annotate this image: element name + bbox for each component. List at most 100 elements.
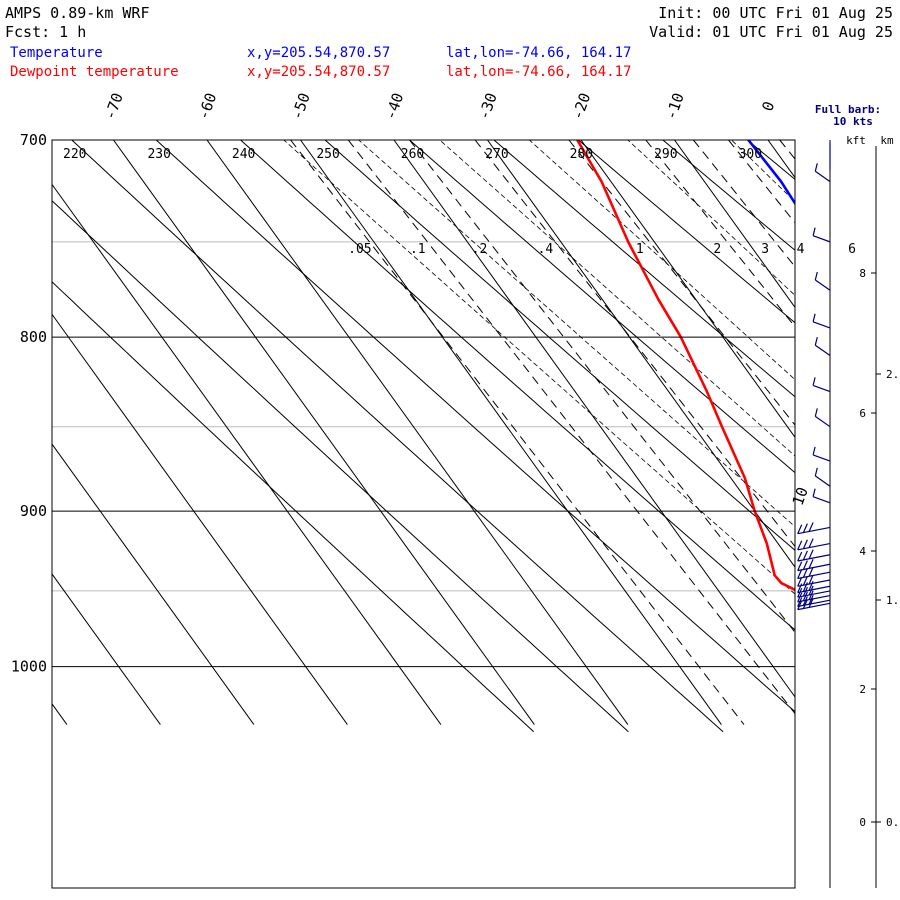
- dry-adiabat: [493, 140, 795, 398]
- wind-barb: [797, 581, 831, 594]
- mixing-ratio-line: [779, 140, 795, 160]
- mixing-ratio-line: [347, 140, 795, 715]
- moist-adiabat: [627, 140, 795, 296]
- height-axis-ticks: [871, 272, 881, 823]
- isotherm-label: 0: [758, 99, 778, 114]
- dry-adiabat: [890, 119, 900, 732]
- theta-label: 220: [63, 147, 86, 162]
- mixing-ratio-line: [728, 140, 795, 224]
- theta-label: 240: [232, 147, 255, 162]
- mixing-ratio-line: [474, 140, 795, 548]
- wind-barb: [812, 227, 831, 243]
- moist-adiabat: [813, 119, 900, 732]
- isotherm: [862, 140, 900, 725]
- theta-label: 260: [401, 147, 424, 162]
- kft-label: kft: [846, 134, 866, 147]
- dry-adiabat: [239, 140, 795, 631]
- km-label: km: [880, 134, 894, 147]
- isotherm-label: -60: [194, 90, 220, 122]
- legend-temperature: Temperature: [10, 45, 103, 61]
- model-title: AMPS 0.89-km WRF: [5, 4, 150, 22]
- isotherm: [674, 140, 795, 309]
- moist-adiabat: [283, 140, 795, 595]
- isotherm: [113, 140, 535, 725]
- dry-adiabat: [662, 140, 795, 251]
- valid-time: Valid: 01 UTC Fri 01 Aug 25: [649, 23, 893, 41]
- thermo-lines: [52, 119, 900, 733]
- isotherm: [52, 703, 68, 725]
- isotherm: [52, 183, 442, 725]
- plot-frame: [51, 139, 796, 889]
- isotherm: [580, 140, 795, 439]
- theta-label: 290: [654, 147, 677, 162]
- mixing-ratio-line: [409, 140, 795, 634]
- dewpoint-profile: [576, 140, 795, 592]
- isotherm: [393, 140, 795, 698]
- mixing-ratio-label: 2: [713, 242, 721, 257]
- wind-barb: [812, 446, 831, 462]
- gray-pressure-gridlines: [52, 241, 795, 592]
- isotherm: [767, 140, 795, 179]
- wind-barb: [814, 163, 831, 183]
- kft-tick-label: 4: [859, 545, 866, 558]
- mixing-ratio-line: [568, 140, 795, 426]
- isotherm: [300, 140, 722, 725]
- wind-barb: [814, 337, 831, 357]
- legend-dewpoint-latlon: lat,lon=-74.66, 164.17: [446, 64, 631, 80]
- barb-legend-line2: 10 kts: [833, 115, 873, 128]
- isotherm-label: -40: [381, 90, 407, 122]
- kft-tick-label: 6: [859, 407, 866, 420]
- mixing-ratio-label: .05: [348, 242, 371, 257]
- wind-barb: [797, 590, 831, 603]
- wind-barbs: [797, 142, 831, 611]
- dry-adiabat: [52, 200, 629, 733]
- pressure-label: 800: [20, 328, 47, 346]
- wind-barb: [812, 488, 831, 504]
- mixing-ratio-line: [645, 140, 795, 328]
- kft-tick-label: 0: [859, 816, 866, 829]
- wind-barb: [814, 271, 831, 291]
- isotherm: [52, 313, 348, 725]
- dry-adiabat: [71, 140, 724, 733]
- isotherm-label: -10: [662, 90, 688, 122]
- isotherm-label: -20: [568, 90, 594, 122]
- theta-label: 280: [570, 147, 593, 162]
- legend-temperature-latlon: lat,lon=-74.66, 164.17: [446, 45, 631, 61]
- theta-label: 250: [316, 147, 339, 162]
- pressure-gridlines: [52, 139, 795, 668]
- wind-barb: [814, 467, 831, 487]
- wind-barb: [814, 408, 831, 428]
- wind-barb: [797, 574, 831, 587]
- wind-barb: [797, 598, 831, 611]
- dry-adiabat: [577, 140, 795, 324]
- wind-barb: [797, 549, 831, 562]
- dry-adiabat: [52, 281, 535, 733]
- dry-adiabat: [746, 140, 795, 181]
- kft-tick-label: 8: [859, 267, 866, 280]
- isotherm-label: -50: [288, 90, 314, 122]
- isotherm: [206, 140, 629, 725]
- km-tick-label: 0.: [886, 816, 899, 829]
- isotherm-label: -70: [101, 90, 127, 122]
- axis-labels: 700 800 900 1000 -70 -60 -50 -40 -30 -20 -10 0 10 220…: [11, 90, 856, 675]
- isotherm: [52, 573, 161, 725]
- kft-tick-label: 2: [859, 683, 866, 696]
- km-tick-label: 2.: [886, 368, 899, 381]
- pressure-label: 1000: [11, 658, 47, 676]
- legend-dewpoint: Dewpoint temperature: [10, 64, 179, 80]
- mixing-ratio-label: 1: [636, 242, 644, 257]
- wind-barb: [812, 377, 831, 393]
- pressure-label: 700: [20, 131, 47, 149]
- moist-adiabat: [358, 140, 795, 528]
- mixing-ratio-label: 4: [797, 242, 805, 257]
- dry-adiabat: [324, 140, 795, 551]
- wind-barb: [797, 585, 831, 598]
- isotherm: [52, 443, 255, 725]
- wind-barb: [797, 559, 831, 572]
- isotherm-label: -30: [475, 90, 501, 122]
- forecast-hour: Fcst: 1 h: [5, 23, 86, 41]
- dry-adiabat: [806, 119, 900, 732]
- theta-label: 230: [147, 147, 170, 162]
- barb-legend-line1: Full barb:: [815, 103, 881, 116]
